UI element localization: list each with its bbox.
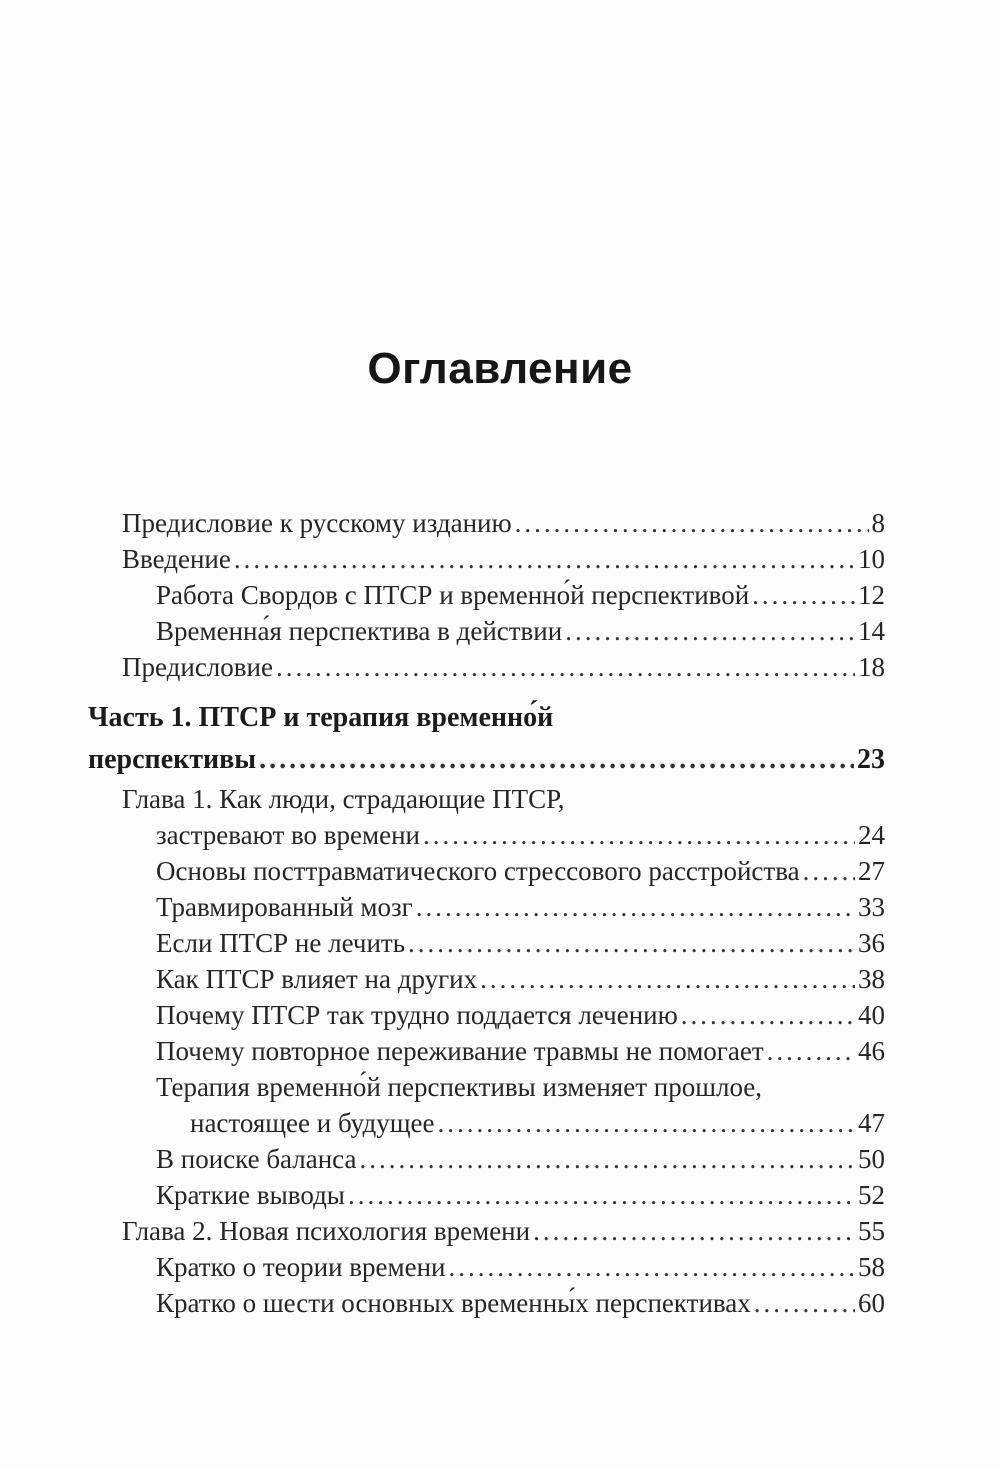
toc-entry-page: 10 — [858, 544, 885, 574]
toc-entry: Почему ПТСР так трудно поддается лечению… — [88, 997, 885, 1033]
toc-entry: перспективы 23 — [88, 739, 885, 781]
toc-entry-label: Предисловие — [122, 652, 273, 682]
toc-entry-page: 14 — [858, 616, 885, 646]
toc-leader-dots — [533, 1213, 855, 1249]
toc-entry-page: 40 — [858, 1000, 885, 1030]
toc-entry-label: Кратко о шести основных временны́х персп… — [156, 1288, 751, 1318]
toc-entry-page: 46 — [858, 1036, 885, 1066]
toc-entry-page: 55 — [858, 1216, 885, 1246]
toc-entry-page: 12 — [858, 580, 885, 610]
toc-leader-dots — [259, 739, 854, 781]
toc-leader-dots — [416, 889, 855, 925]
toc-entry-page: 8 — [871, 508, 886, 538]
toc-entry-page: 47 — [858, 1108, 885, 1138]
toc-entry: Часть 1. ПТСР и терапия временно́й — [88, 697, 885, 739]
toc-leader-dots — [276, 649, 855, 685]
toc-entry-page: 36 — [858, 928, 885, 958]
toc-entry: Краткие выводы 52 — [88, 1177, 885, 1213]
toc-entry: Кратко о шести основных временны́х персп… — [88, 1285, 885, 1321]
toc-leader-dots — [754, 1285, 855, 1321]
toc-entry: Введение 10 — [88, 541, 885, 577]
page-title: Оглавление — [367, 344, 633, 393]
toc-entry: настоящее и будущее 47 — [88, 1105, 885, 1141]
toc-leader-dots — [423, 817, 855, 853]
toc-entry-label: Краткие выводы — [156, 1180, 345, 1210]
toc-entry-label: настоящее и будущее — [190, 1108, 435, 1138]
toc-entry: Если ПТСР не лечить 36 — [88, 925, 885, 961]
toc-entry-label: Глава 1. Как люди, страдающие ПТСР, — [122, 784, 565, 814]
toc-entry: застревают во времени 24 — [88, 817, 885, 853]
toc-entry-label: Введение — [122, 544, 231, 574]
toc-entry: Травмированный мозг 33 — [88, 889, 885, 925]
toc-entry-page: 38 — [858, 964, 885, 994]
toc-leader-dots — [752, 577, 855, 613]
toc-entry-page: 23 — [857, 744, 885, 775]
toc-entry-page: 58 — [858, 1252, 885, 1282]
toc-entry-page: 27 — [858, 856, 885, 886]
toc-entry-label: Если ПТСР не лечить — [156, 928, 406, 958]
toc-leader-dots — [515, 505, 869, 541]
toc-entry: Временна́я перспектива в действии 14 — [88, 613, 885, 649]
toc-entry-label: Часть 1. ПТСР и терапия временно́й — [88, 702, 554, 733]
toc-entry: Глава 1. Как люди, страдающие ПТСР, — [88, 781, 885, 817]
toc-entry-label: Как ПТСР влияет на других — [156, 964, 478, 994]
toc-leader-dots — [437, 1105, 855, 1141]
toc-entry-label: Терапия временно́й перспективы изменяет … — [156, 1072, 763, 1102]
toc-entry-page: 18 — [858, 652, 885, 682]
toc-entry: Работа Свордов с ПТСР и временно́й персп… — [88, 577, 885, 613]
toc-leader-dots — [480, 961, 855, 997]
toc-leader-dots — [234, 541, 855, 577]
toc-entry-page: 60 — [858, 1288, 885, 1318]
toc-entry: В поиске баланса 50 — [88, 1141, 885, 1177]
toc-entry: Глава 2. Новая психология времени 55 — [88, 1213, 885, 1249]
toc-entry-label: Работа Свордов с ПТСР и временно́й персп… — [156, 580, 750, 610]
toc-entry-label: Временна́я перспектива в действии — [156, 616, 563, 646]
toc-entry-page: 24 — [858, 820, 885, 850]
toc-entry-page: 50 — [858, 1144, 885, 1174]
toc-entry: Кратко о теории времени 58 — [88, 1249, 885, 1285]
toc-entry-label: Почему ПТСР так трудно поддается лечению — [156, 1000, 678, 1030]
toc-entry: Основы посттравматического стрессового р… — [88, 853, 885, 889]
toc-list: Предисловие к русскому изданию 8 Введени… — [88, 505, 885, 1321]
toc-entry-label: застревают во времени — [156, 820, 421, 850]
toc-leader-dots — [803, 853, 855, 889]
toc-leader-dots — [359, 1141, 855, 1177]
toc-entry: Терапия временно́й перспективы изменяет … — [88, 1069, 885, 1105]
toc-entry-label: Предисловие к русскому изданию — [122, 508, 512, 538]
toc-entry-label: перспективы — [88, 744, 257, 775]
toc-entry-label: Почему повторное переживание травмы не п… — [156, 1036, 764, 1066]
toc-entry-page: 52 — [858, 1180, 885, 1210]
toc-entry: Почему повторное переживание травмы не п… — [88, 1033, 885, 1069]
toc-leader-dots — [408, 925, 855, 961]
toc-leader-dots — [681, 997, 855, 1033]
toc-entry-label: В поиске баланса — [156, 1144, 357, 1174]
toc-entry-label: Кратко о теории времени — [156, 1252, 446, 1282]
toc-leader-dots — [767, 1033, 855, 1069]
toc-leader-dots — [348, 1177, 855, 1213]
toc-entry-label: Глава 2. Новая психология времени — [122, 1216, 531, 1246]
toc-leader-dots — [565, 613, 855, 649]
toc-entry: Как ПТСР влияет на других 38 — [88, 961, 885, 997]
toc-entry: Предисловие 18 — [88, 649, 885, 685]
toc-leader-dots — [448, 1249, 855, 1285]
toc-entry: Предисловие к русскому изданию 8 — [88, 505, 885, 541]
toc-entry-label: Травмированный мозг — [156, 892, 413, 922]
toc-entry-label: Основы посттравматического стрессового р… — [156, 856, 800, 886]
toc-entry-page: 33 — [858, 892, 885, 922]
